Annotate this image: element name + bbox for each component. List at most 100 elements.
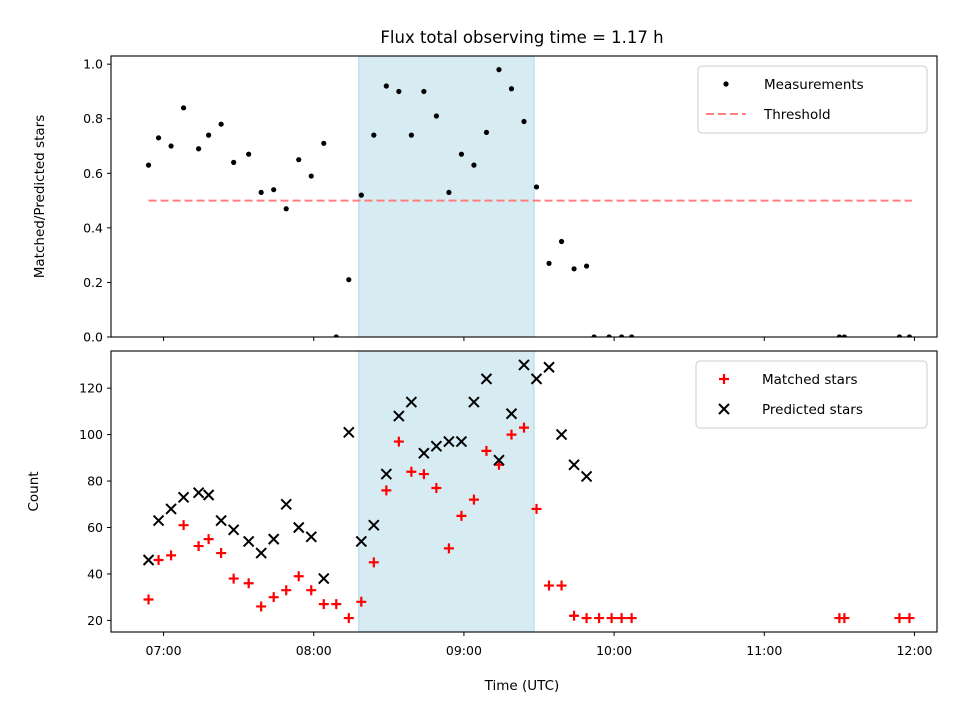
matched-star-point [393,436,404,447]
panel-frame [110,350,938,633]
matched-star-point [443,543,454,554]
y-tick-label: 0.0 [83,330,103,345]
measurement-point [458,151,465,157]
predicted-star-point [443,435,455,448]
legend-label: Measurements [764,77,864,93]
matched-star-point [531,503,542,514]
measurement-point [231,159,237,165]
matched-star-point [243,578,254,589]
measurement-point [218,121,224,127]
predicted-star-point [530,373,543,385]
matched-star-point [281,585,292,596]
measurement-point [471,162,477,168]
predicted-star-point [718,403,730,415]
measurement-point [358,192,364,198]
predicted-star-point [343,426,355,438]
measurement-point [606,334,612,337]
predicted-star-point [177,491,190,504]
x-tick-label: 07:00 [146,643,182,658]
predicted-star-point [242,535,255,548]
measurement-point [619,334,625,337]
measurement-point [508,86,515,92]
top-panel: 0.0 0.2 0.4 0.6 0.8 1.0 Matched/Predicted star… [32,55,938,345]
matched-star-point [228,573,239,584]
x-axis-label: Time (UTC) [484,678,560,694]
measurement-point [723,81,729,87]
predicted-star-point [368,519,380,531]
matched-star-point [506,429,517,440]
predicted-star-point [192,486,205,499]
matched-star-point [343,613,354,624]
measurement-point [296,157,302,163]
predicted-star-point [480,373,493,385]
measurement-point [906,334,913,337]
y-axis-label: Matched/Predicted stars [32,115,48,278]
matched-star-point [594,613,605,624]
y-tick-label: 1.0 [83,57,103,72]
measurement-point [145,162,152,168]
predicted-star-point [493,454,505,466]
matched-star-point [839,613,850,624]
matched-star-point [178,520,189,531]
y-tick-label: 0.8 [83,111,103,126]
matched-star-point [431,483,442,494]
matched-star-point [356,596,367,607]
x-tick-label: 12:00 [896,643,932,658]
legend-label: Matched stars [762,372,858,388]
y-tick-label: 100 [79,427,103,442]
legend: Matched stars Predicted stars [695,360,928,429]
measurement-point [546,260,552,266]
predicted-star-point [405,396,418,408]
measurement-point [333,334,339,337]
y-tick-label: 0.4 [83,220,103,235]
legend-label: Predicted stars [762,402,863,418]
predicted-star-point [202,489,215,501]
x-tick-label: 10:00 [596,643,632,658]
predicted-star-point [543,361,555,373]
measurement-point [308,173,314,179]
measurement-point [196,146,202,152]
measurement-point [258,189,264,196]
measurement-point [533,184,540,190]
predicted-star-point [165,503,177,515]
y-tick-label: 120 [79,381,103,396]
matched-star-point [904,613,915,624]
predicted-star-point [455,435,468,448]
measurement-point [396,88,402,95]
matched-star-point [318,599,329,610]
predicted-star-point [318,572,330,585]
measurement-point [446,189,452,196]
measurement-point [571,266,577,272]
y-tick-label: 20 [87,613,103,628]
matched-star-point [306,585,317,596]
matched-star-point [268,592,279,603]
measurement-point [155,135,162,141]
y-tick-label: 80 [87,474,103,489]
predicted-star-point [215,514,227,527]
x-tick-label: 09:00 [446,643,482,658]
matched-star-point [143,594,154,605]
predicted-star-point [380,468,393,480]
matched-star-point [216,548,227,559]
measurement-point [896,334,903,337]
measurement-point [629,334,635,337]
y-tick-label: 0.6 [83,166,103,181]
predicted-star-point [468,396,480,408]
predicted-star-point [280,498,292,510]
matched-star-point [519,422,529,433]
legend-box [697,65,928,134]
matched-star-point [193,541,204,552]
predicted-star-point [393,410,405,422]
predicted-star-point [555,428,568,441]
observing-window-span [358,350,535,633]
predicted-star-point [255,547,267,559]
predicted-star-point [518,359,530,371]
measurement-point [168,143,174,149]
predicted-star-point [418,447,430,459]
matched-star-point [719,374,729,384]
bottom-panel: 07:00 08:00 09:00 10:00 11:00 12:00 20 40 60 80 10… [26,350,938,658]
predicted-star-point [505,407,518,420]
measurement-point [408,132,414,138]
measurement-point [346,277,352,283]
